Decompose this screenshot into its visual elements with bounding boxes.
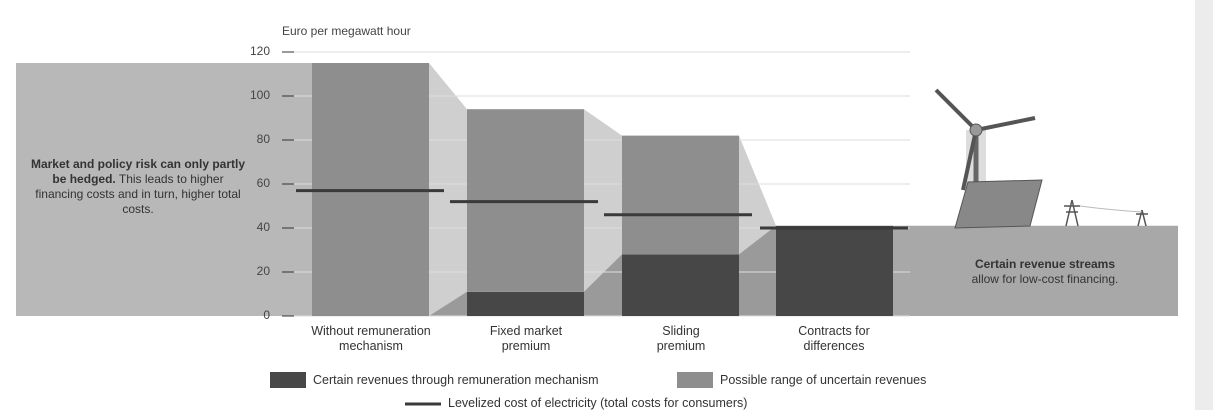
y-tick-label: 0	[263, 308, 270, 322]
legend-swatch	[677, 372, 713, 388]
bar-segment	[776, 225, 893, 316]
y-tick-label: 120	[250, 44, 270, 58]
left-annotation: Market and policy risk can only partly b…	[28, 157, 248, 217]
legend-label: Possible range of uncertain revenues	[720, 373, 927, 387]
bar-segment	[622, 254, 739, 316]
annotation-bold: Market and policy risk can only partly b…	[30, 157, 246, 186]
y-tick-label: 20	[257, 264, 271, 278]
legend-label: Certain revenues through remuneration me…	[313, 373, 599, 387]
y-tick-label: 60	[257, 176, 271, 190]
y-tick-label: 40	[257, 220, 271, 234]
y-axis-label: Euro per megawatt hour	[282, 24, 411, 38]
annotation-bold: Certain revenue streams	[974, 257, 1116, 271]
x-tick-label: Contracts for differences	[798, 324, 870, 353]
connector-certain	[429, 291, 467, 316]
connector	[429, 63, 467, 316]
right-annotation: Certain revenue streams allow for low-cos…	[930, 257, 1160, 287]
bar-segment	[467, 291, 584, 316]
y-tick-label: 100	[250, 88, 270, 102]
side-strip	[1195, 0, 1213, 410]
x-tick-label: Without remuneration mechanism	[311, 324, 431, 353]
bar-segment	[622, 135, 739, 255]
annotation-text: This leads to higher financing costs and…	[35, 172, 241, 216]
legend-label: Levelized cost of electricity (total cos…	[448, 396, 748, 410]
connector-certain	[584, 254, 622, 316]
annotation-text: allow for low-cost financing.	[971, 272, 1119, 286]
x-tick-label: Fixed market premium	[489, 324, 563, 353]
wind-solar-illustration	[934, 88, 1148, 229]
right-region	[893, 225, 1178, 316]
connector-certain	[739, 225, 776, 316]
legend-swatch	[270, 372, 306, 388]
y-tick-label: 80	[257, 132, 271, 146]
left-region	[16, 63, 312, 316]
x-tick-label: Sliding premium	[656, 324, 706, 353]
